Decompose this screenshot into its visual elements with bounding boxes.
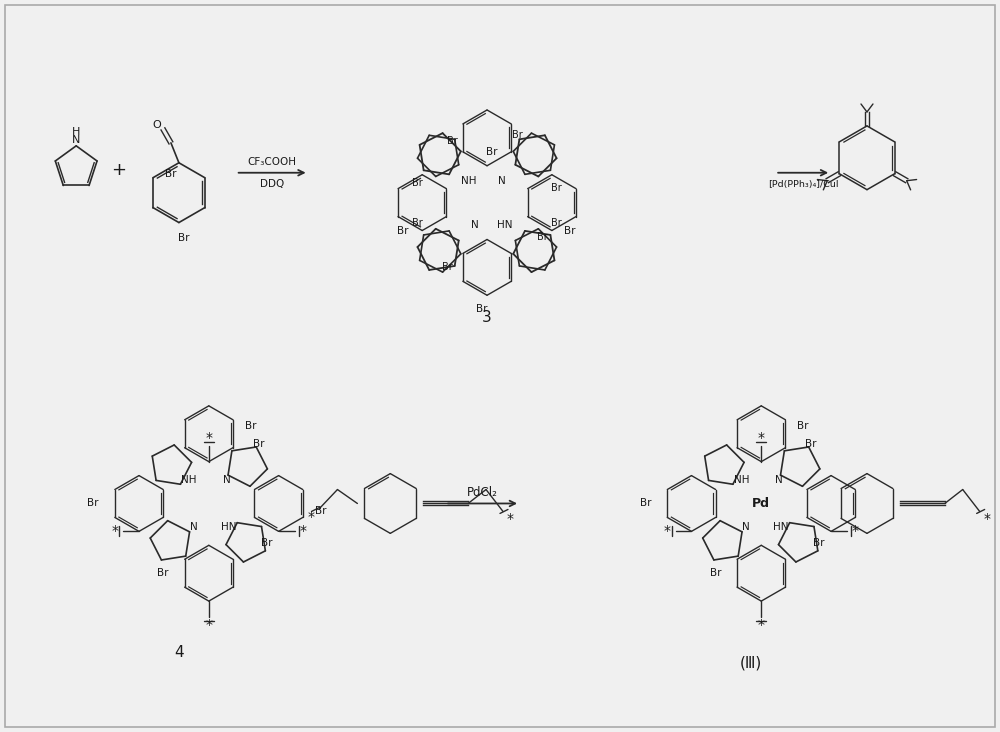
Text: PdCl₂: PdCl₂ bbox=[467, 486, 498, 499]
Text: Br: Br bbox=[476, 305, 488, 314]
Text: NH: NH bbox=[734, 474, 749, 485]
Text: Br: Br bbox=[87, 498, 99, 509]
Text: NH: NH bbox=[181, 474, 197, 485]
Text: Br: Br bbox=[551, 183, 562, 193]
Text: HN: HN bbox=[497, 220, 513, 230]
Text: Br: Br bbox=[797, 421, 809, 430]
Text: N: N bbox=[223, 474, 231, 485]
Text: *: * bbox=[983, 512, 990, 526]
Text: *: * bbox=[852, 524, 859, 538]
Text: H: H bbox=[72, 127, 80, 137]
Text: Br: Br bbox=[710, 568, 721, 578]
Text: Br: Br bbox=[442, 262, 453, 272]
Text: HN: HN bbox=[221, 523, 237, 532]
Text: Br: Br bbox=[512, 130, 522, 140]
Text: *: * bbox=[758, 430, 765, 445]
Text: Br: Br bbox=[178, 234, 190, 244]
Text: *: * bbox=[308, 510, 315, 524]
Text: Br: Br bbox=[813, 538, 825, 548]
Text: Br: Br bbox=[486, 147, 498, 157]
Text: Br: Br bbox=[412, 178, 423, 187]
Text: Br: Br bbox=[245, 421, 256, 430]
Text: [Pd(PPh₃)₄]/CuI: [Pd(PPh₃)₄]/CuI bbox=[768, 180, 838, 189]
Text: Br: Br bbox=[397, 225, 408, 236]
Text: *: * bbox=[758, 618, 765, 632]
Text: Br: Br bbox=[157, 568, 169, 578]
Text: N: N bbox=[775, 474, 783, 485]
Text: NH: NH bbox=[461, 176, 477, 186]
Text: CF₃COOH: CF₃COOH bbox=[248, 157, 297, 167]
Text: Br: Br bbox=[412, 217, 423, 228]
Text: Br: Br bbox=[261, 538, 272, 548]
Text: Br: Br bbox=[537, 233, 547, 242]
Text: *: * bbox=[205, 430, 212, 445]
Text: Br: Br bbox=[165, 169, 177, 179]
Text: N: N bbox=[742, 523, 750, 532]
Text: *: * bbox=[664, 524, 671, 538]
Text: *: * bbox=[205, 618, 212, 632]
Text: N: N bbox=[72, 135, 80, 145]
Text: Br: Br bbox=[447, 136, 458, 146]
Text: Pd: Pd bbox=[752, 497, 770, 510]
Text: 4: 4 bbox=[174, 646, 184, 660]
Text: *: * bbox=[112, 524, 119, 538]
Text: O: O bbox=[153, 120, 161, 130]
Text: N: N bbox=[190, 523, 198, 532]
Text: (Ⅲ): (Ⅲ) bbox=[740, 655, 762, 671]
Text: DDQ: DDQ bbox=[260, 179, 284, 189]
Text: Br: Br bbox=[564, 225, 576, 236]
Text: Br: Br bbox=[253, 438, 264, 449]
Text: Br: Br bbox=[315, 507, 326, 517]
Text: N: N bbox=[471, 220, 479, 230]
Text: +: + bbox=[112, 161, 127, 179]
Text: 3: 3 bbox=[482, 310, 492, 325]
Text: HN: HN bbox=[773, 523, 789, 532]
Text: *: * bbox=[506, 512, 513, 526]
Text: Br: Br bbox=[551, 217, 562, 228]
Text: *: * bbox=[299, 524, 306, 538]
Text: Br: Br bbox=[640, 498, 651, 509]
Text: N: N bbox=[498, 176, 506, 186]
Text: Br: Br bbox=[805, 438, 817, 449]
